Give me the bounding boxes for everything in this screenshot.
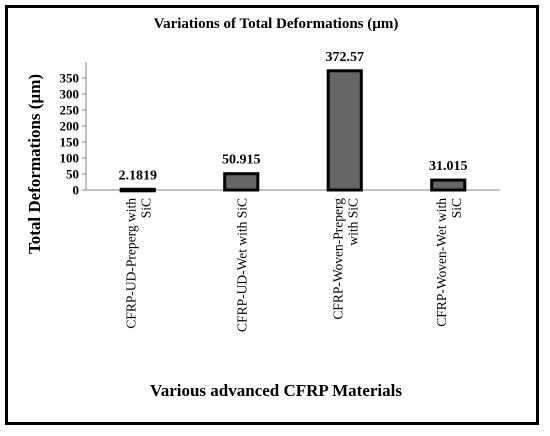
y-tick-label-7: 350 — [60, 71, 80, 86]
category-label-0-line-0: CFRP-UD-Preperg with — [123, 198, 138, 329]
data-label-2: 372.57 — [326, 50, 365, 65]
category-label-2: CFRP-Woven-Preperg with SiC — [330, 198, 360, 320]
bar-0 — [119, 187, 156, 193]
y-tick-label-0: 0 — [73, 183, 80, 198]
chart-title: Variations of Total Deformations (µm) — [154, 16, 399, 32]
category-label-3-line-1: SiC — [449, 198, 464, 218]
category-label-1: CFRP-UD-Wet with SiC — [234, 198, 249, 332]
x-axis-title: Various advanced CFRP Materials — [150, 381, 402, 400]
category-label-1-line-0: CFRP-UD-Wet with SiC — [234, 198, 249, 332]
y-axis-title: Total Deformations (µm) — [25, 74, 44, 254]
data-labels: 2.1819 50.915 372.57 31.015 — [119, 50, 468, 184]
y-tick-label-5: 250 — [60, 103, 80, 118]
y-tick-label-1: 50 — [66, 167, 79, 182]
bar-1 — [223, 172, 260, 192]
category-label-2-line-1: with SiC — [345, 198, 360, 246]
y-tick-label-4: 200 — [60, 119, 80, 134]
y-tick-label-6: 300 — [60, 87, 80, 102]
category-labels: CFRP-UD-Preperg with SiC CFRP-UD-Wet with … — [123, 198, 464, 332]
data-label-3: 31.015 — [429, 159, 468, 174]
chart-frame — [5, 5, 539, 425]
category-label-2-line-0: CFRP-Woven-Preperg — [330, 198, 345, 320]
category-label-0: CFRP-UD-Preperg with SiC — [123, 198, 153, 329]
category-label-3: CFRP-Woven-Wet with SiC — [434, 198, 464, 327]
data-label-1: 50.915 — [222, 153, 261, 168]
category-label-3-line-0: CFRP-Woven-Wet with — [434, 198, 449, 327]
data-label-0: 2.1819 — [119, 168, 158, 183]
bar-2 — [326, 69, 363, 192]
bar-3 — [430, 178, 467, 192]
category-label-0-line-1: SiC — [138, 198, 153, 218]
y-tick-label-2: 100 — [60, 151, 80, 166]
y-tick-label-3: 150 — [60, 135, 80, 150]
bars — [119, 69, 467, 193]
